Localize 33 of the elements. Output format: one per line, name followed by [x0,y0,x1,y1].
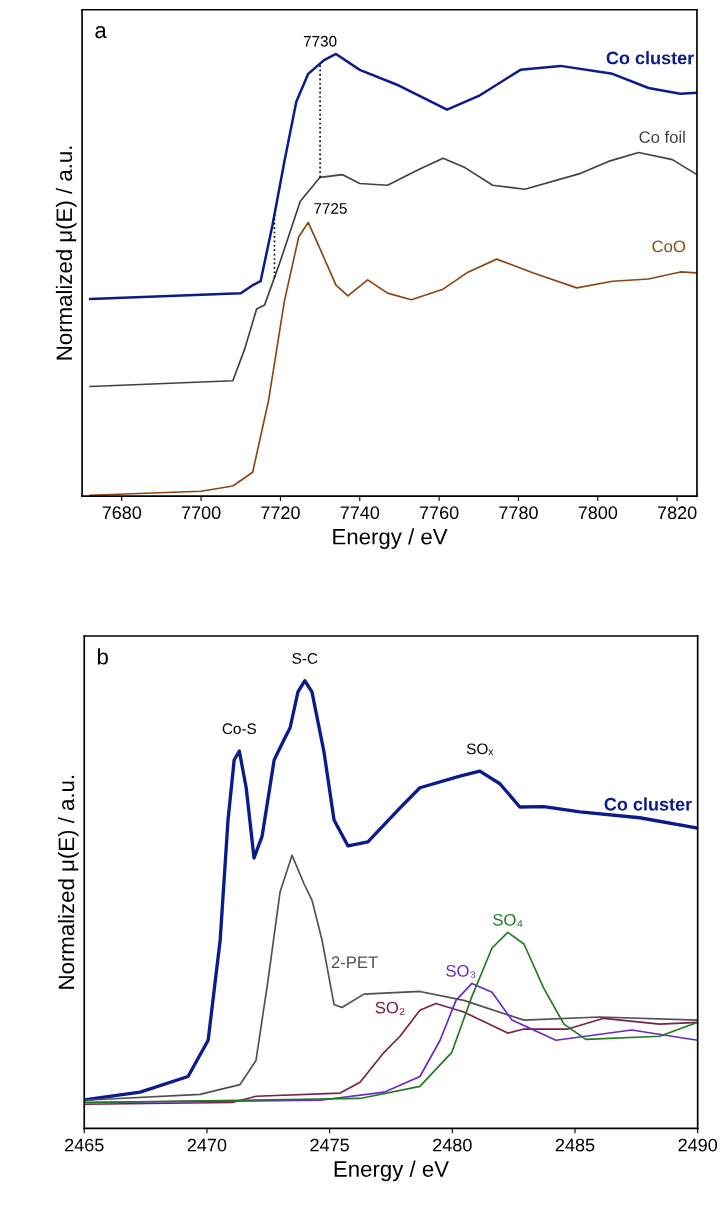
series-label: Co cluster [604,797,692,811]
series-label: SO₄ [493,913,523,927]
x-tick-label: 2490 [678,1138,718,1152]
series-label: 2-PET [331,956,378,968]
chart-title: a [95,26,107,39]
x-tick-label: 7700 [181,506,221,520]
x-tick-label: 2470 [187,1138,227,1152]
x-tick-label: 7800 [578,506,618,520]
x-tick-label: 7820 [657,506,697,520]
x-tick-label: 2465 [65,1138,104,1152]
series-label: SO₃ [446,964,476,979]
x-tick-label: 7780 [499,506,538,520]
x-tick-label: 7760 [419,506,459,520]
series-label: Co foil [639,130,685,144]
y-axis-title: Normalized μ(E) / a.u. [57,775,79,989]
x-tick-label: 2480 [433,1138,472,1152]
x-tick-label: 7720 [261,506,300,520]
y-axis-title: Normalized μ(E) / a.u. [55,146,77,360]
annotation: SOₓ [466,743,494,756]
x-tick-label: 2485 [555,1138,595,1152]
x-axis-title: Energy / eV [333,528,448,549]
x-axis-title: Energy / eV [334,1160,449,1182]
annotation: S-C [292,653,318,664]
x-tick-label: 7680 [102,506,142,520]
chart-title: b [97,648,108,665]
annotation: Co-S [222,723,257,735]
series-label: Co cluster [606,51,694,65]
ref-line-label: 7730 [303,35,337,47]
x-tick-label: 2475 [310,1138,349,1152]
annotation: 7725 [314,203,347,214]
series-label: CoO [652,240,686,253]
x-tick-label: 7740 [340,506,380,520]
series-label: SO₂ [375,1001,405,1015]
